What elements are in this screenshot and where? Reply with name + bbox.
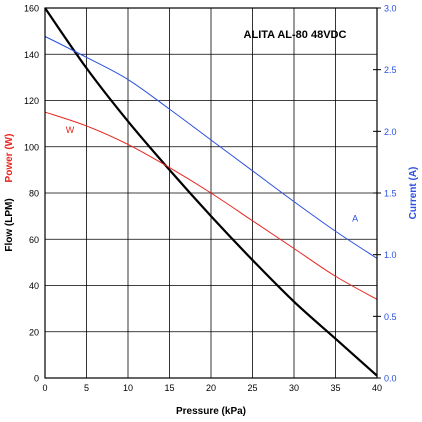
y-right-tick-label: 1.0 — [384, 250, 397, 260]
y-left-tick-label: 20 — [29, 327, 39, 337]
current-series-label: A — [352, 213, 358, 223]
x-tick-label: 25 — [247, 383, 257, 393]
x-tick-label: 15 — [164, 383, 174, 393]
tick-labels: 0 5 10 15 20 25 30 35 40 0 20 40 60 80 100 120 140 160 0.0… — [24, 4, 397, 394]
x-tick-label: 5 — [84, 383, 89, 393]
x-tick-label: 40 — [372, 383, 382, 393]
y-right-tick-label: 0.5 — [384, 312, 397, 322]
power-series-line — [44, 111, 378, 300]
y-left-tick-label: 60 — [29, 235, 39, 245]
x-tick-label: 30 — [289, 383, 299, 393]
y-left-tick-label: 0 — [34, 374, 39, 384]
y-axis-title-flow: Flow (LPM) — [4, 198, 15, 251]
y-left-tick-label: 40 — [29, 281, 39, 291]
x-tick-label: 0 — [42, 383, 47, 393]
y-axis-title-current: Current (A) — [408, 167, 419, 220]
y-right-tick-label: 2.0 — [384, 127, 397, 137]
x-tick-label: 20 — [206, 383, 216, 393]
y-left-tick-label: 140 — [24, 50, 39, 60]
series-lines — [44, 7, 378, 377]
x-tick-label: 35 — [330, 383, 340, 393]
x-tick-label: 10 — [123, 383, 133, 393]
chart-title: ALITA AL-80 48VDC — [244, 29, 347, 41]
y-right-tick-label: 1.5 — [384, 189, 397, 199]
y-axis-title-power: Power (W) — [4, 134, 15, 183]
y-right-tick-label: 2.5 — [384, 65, 397, 75]
y-left-tick-label: 160 — [24, 4, 39, 14]
current-series-line — [44, 35, 378, 259]
y-left-tick-label: 100 — [24, 142, 39, 152]
y-right-tick-label: 3.0 — [384, 4, 397, 14]
flow-series-line — [44, 7, 378, 377]
power-series-label: W — [66, 125, 75, 135]
y-left-tick-label: 80 — [29, 189, 39, 199]
x-axis-title: Pressure (kPa) — [176, 406, 246, 417]
y-right-tick-label: 0.0 — [384, 374, 397, 384]
y-left-tick-label: 120 — [24, 96, 39, 106]
